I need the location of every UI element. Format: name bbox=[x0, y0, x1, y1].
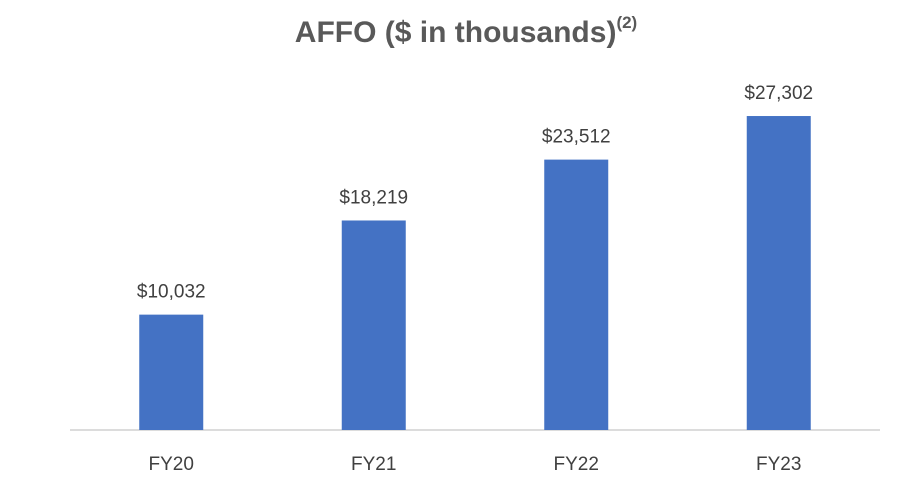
value-label: $18,219 bbox=[339, 187, 408, 208]
title-text: AFFO ($ in thousands) bbox=[295, 16, 617, 49]
x-tick-label: FY22 bbox=[554, 454, 599, 475]
bar bbox=[341, 220, 406, 430]
title-superscript: (2) bbox=[616, 13, 637, 32]
x-tick-label: FY23 bbox=[756, 454, 801, 475]
x-tick-label: FY20 bbox=[149, 454, 194, 475]
bar bbox=[746, 116, 811, 430]
value-label: $27,302 bbox=[744, 83, 813, 104]
x-tick-label: FY21 bbox=[351, 454, 396, 475]
bar bbox=[139, 314, 204, 430]
value-label: $23,512 bbox=[542, 127, 611, 148]
bar bbox=[544, 159, 609, 430]
value-label: $10,032 bbox=[137, 282, 206, 303]
chart-title: AFFO ($ in thousands)(2) bbox=[295, 13, 637, 48]
